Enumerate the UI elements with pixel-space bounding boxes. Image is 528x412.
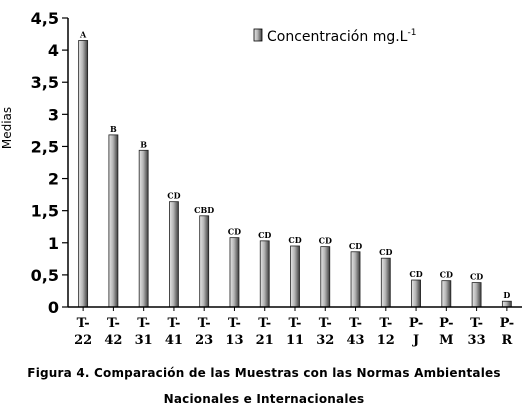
figure-caption-line-1: Figura 4. Comparación de las Muestras co…	[27, 366, 501, 380]
bars	[78, 40, 512, 308]
bar	[350, 251, 361, 308]
legend-swatch	[253, 28, 263, 42]
significance-letter: CD	[409, 269, 422, 279]
x-tick-label-line-2: 41	[165, 333, 183, 348]
figure-caption-line-2: Nacionales e Internacionales	[163, 392, 365, 406]
y-tick-label: 4	[48, 41, 59, 60]
y-tick-label: 1,5	[31, 202, 59, 221]
significance-letter: B	[110, 124, 117, 134]
bar	[290, 245, 300, 308]
x-tick-label-line-2: 32	[316, 333, 334, 348]
legend-superscript: -1	[407, 28, 416, 38]
x-tick-label-line-1: T-	[258, 316, 271, 331]
x-tick-label-line-2: 11	[286, 333, 304, 348]
x-tick-label-line-1: P-	[409, 316, 423, 331]
y-tick-label: 4,5	[31, 9, 59, 28]
bar	[169, 201, 179, 308]
x-tick-label-line-2: 12	[377, 333, 395, 348]
bar	[380, 257, 391, 308]
x-tick-label-line-2: 43	[346, 333, 364, 348]
x-tick-label-line-1: T-	[77, 316, 90, 331]
x-tick-label-line-2: 22	[74, 333, 92, 348]
x-tick-label-line-2: M	[439, 333, 453, 348]
bar	[320, 246, 331, 308]
significance-letter: CD	[258, 230, 271, 240]
x-tick-label-line-1: T-	[137, 316, 150, 331]
x-tick-label-line-2: 33	[468, 333, 486, 348]
significance-letter: CD	[440, 270, 453, 280]
significance-letter: CD	[379, 247, 392, 257]
legend: Concentración mg.L-1	[253, 28, 416, 45]
bar	[229, 237, 240, 308]
bar	[471, 282, 482, 308]
x-tick-label-line-2: 42	[104, 333, 122, 348]
significance-letter: CD	[167, 191, 180, 201]
x-tick-label-line-1: T-	[289, 316, 302, 331]
legend-label: Concentración mg.L-1	[267, 28, 416, 45]
bar	[199, 215, 210, 308]
bar	[108, 134, 119, 308]
significance-letter: CD	[288, 235, 301, 245]
bar-chart: 0 0,5 1 1,5 2 2,5 3 3,5 4 4,5 A B B CD CBD CD CD CD CD CD C…	[0, 9, 522, 348]
y-tick-label: 0,5	[31, 266, 59, 285]
bar	[259, 240, 270, 308]
x-tick-label-line-1: P-	[500, 316, 514, 331]
bar	[138, 149, 149, 308]
y-axis-ticks: 0 0,5 1 1,5 2 2,5 3 3,5 4 4,5	[31, 9, 68, 317]
significance-letter: CD	[228, 227, 241, 237]
x-tick-label-line-1: T-	[107, 316, 120, 331]
significance-letter: CD	[470, 272, 483, 282]
x-tick-label-line-2: 23	[195, 333, 213, 348]
x-tick-label-line-1: T-	[319, 316, 332, 331]
x-tick-label-line-2: 31	[135, 333, 153, 348]
significance-letter: B	[140, 139, 147, 149]
y-tick-label: 3	[48, 105, 59, 124]
significance-letter: A	[79, 29, 87, 39]
x-tick-label-line-1: T-	[349, 316, 362, 331]
y-tick-label: 2,5	[31, 137, 59, 156]
y-tick-label: 2	[48, 170, 59, 189]
significance-letter: D	[503, 290, 510, 300]
significance-letter: CD	[319, 236, 332, 246]
x-tick-label-line-1: T-	[167, 316, 180, 331]
y-axis-label: Medias	[0, 107, 14, 149]
bar	[441, 280, 452, 308]
x-tick-label-line-1: T-	[198, 316, 211, 331]
bar	[78, 40, 89, 308]
bar	[411, 279, 421, 308]
x-tick-label-line-2: J	[412, 333, 419, 348]
x-tick-label-line-2: R	[501, 333, 512, 348]
significance-letter: CD	[349, 241, 362, 251]
x-tick-label-line-1: T-	[470, 316, 483, 331]
x-tick-label-line-1: P-	[439, 316, 453, 331]
bar	[501, 300, 512, 308]
x-axis-labels: T- 22 T- 42 T- 31 T- 41 T- 23 T- 13 T- 21 T- 11 T- 32 T- 43…	[74, 307, 514, 348]
y-tick-label: 3,5	[31, 73, 59, 92]
y-tick-label: 1	[48, 234, 59, 253]
x-tick-label-line-2: 13	[225, 333, 243, 348]
x-tick-label-line-1: T-	[228, 316, 241, 331]
x-tick-label-line-1: T-	[379, 316, 392, 331]
significance-letters: A B B CD CBD CD CD CD CD CD CD CD CD CD D	[79, 29, 510, 300]
x-tick-label-line-2: 21	[256, 333, 274, 348]
y-tick-label: 0	[48, 298, 59, 317]
significance-letter: CBD	[194, 205, 214, 215]
